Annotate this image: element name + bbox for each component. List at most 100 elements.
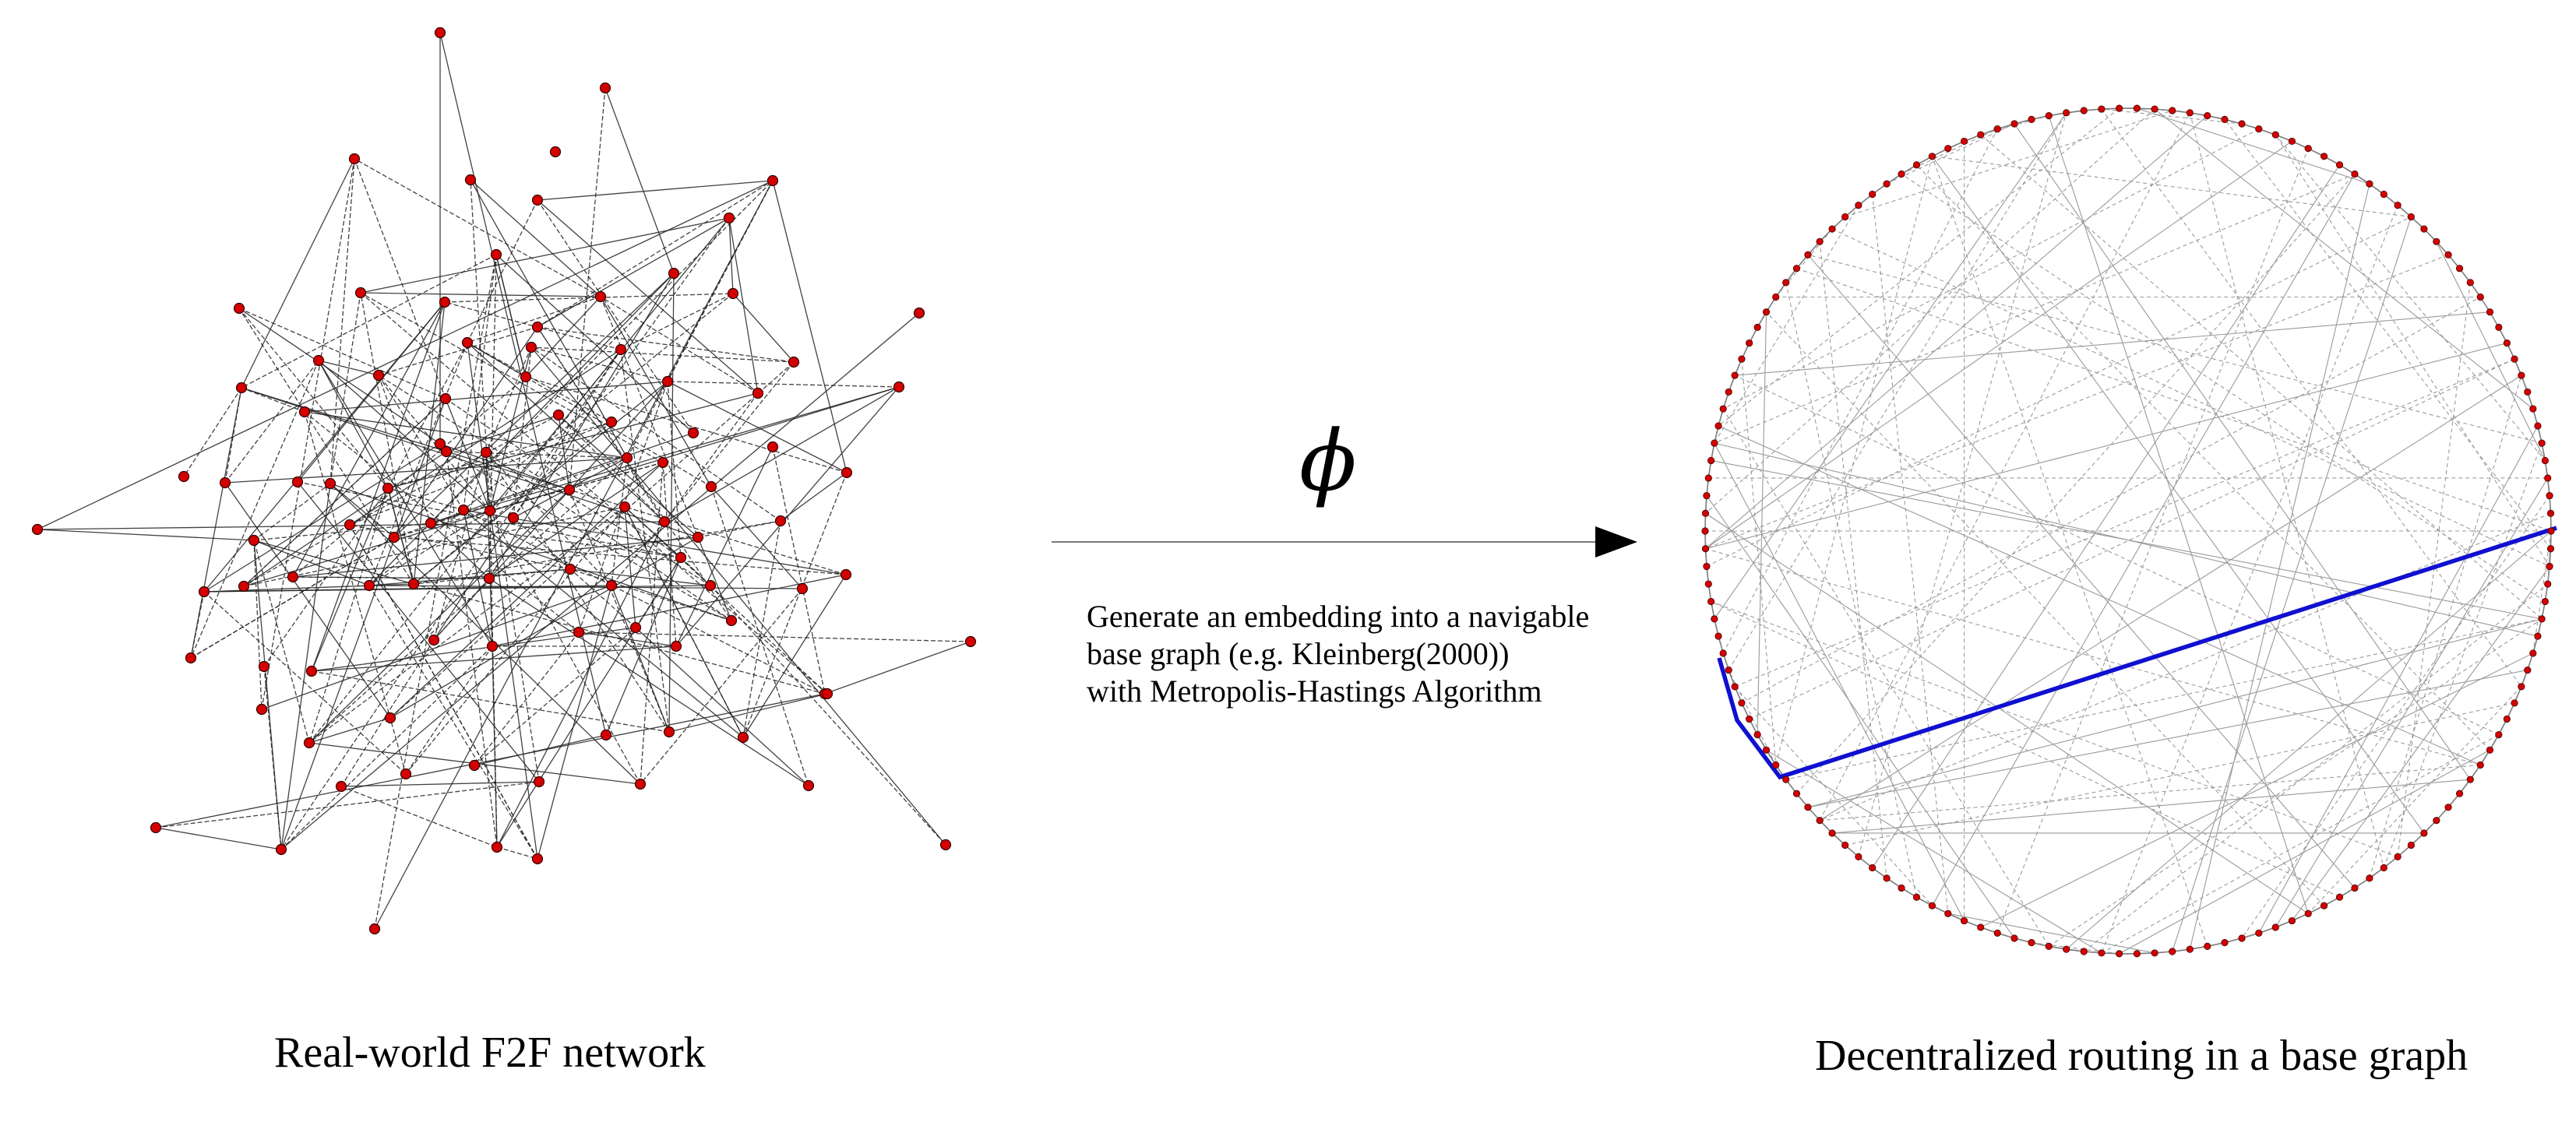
chord-edge — [1981, 653, 2533, 927]
f2f-node — [622, 453, 633, 463]
base-graph-node — [2099, 106, 2105, 112]
f2f-edge — [537, 586, 611, 859]
base-graph-node — [1705, 581, 1711, 587]
f2f-edge — [37, 529, 254, 540]
base-graph-node — [2546, 492, 2553, 498]
f2f-node — [631, 623, 641, 633]
f2f-edge — [743, 521, 781, 737]
base-graph-node — [2169, 107, 2176, 114]
base-graph-node — [2099, 950, 2105, 956]
embedding-arrow — [1052, 526, 1637, 557]
f2f-node — [966, 637, 976, 647]
chord-edge — [1981, 135, 2542, 619]
f2f-node — [314, 356, 324, 366]
f2f-node — [706, 581, 716, 591]
base-graph-node — [2151, 950, 2158, 956]
f2f-edge — [341, 782, 539, 786]
f2f-node — [293, 477, 303, 487]
f2f-node — [470, 761, 480, 771]
f2f-node — [607, 581, 617, 591]
f2f-edge — [531, 347, 794, 362]
f2f-node — [669, 269, 679, 279]
chord-edge — [1714, 206, 1859, 443]
description-line: Generate an embedding into a navigable — [1087, 598, 1589, 635]
f2f-node — [658, 458, 668, 468]
f2f-node — [533, 322, 543, 332]
base-graph-node — [1746, 339, 1752, 346]
f2f-edge — [262, 159, 354, 709]
base-graph-node — [2408, 213, 2414, 220]
chord-edge — [2190, 184, 2370, 949]
f2f-edge — [640, 463, 663, 784]
arrow-head — [1595, 526, 1637, 557]
base-graph-node — [2134, 105, 2140, 111]
base-graph-node — [2063, 110, 2069, 116]
f2f-edge — [281, 399, 446, 849]
base-graph-node — [2352, 885, 2358, 891]
f2f-node — [676, 553, 686, 563]
f2f-edge — [743, 473, 847, 737]
f2f-node — [768, 176, 778, 186]
f2f-network-caption: Real-world F2F network — [274, 1028, 706, 1078]
base-graph-node — [2511, 700, 2518, 706]
f2f-edge — [825, 642, 971, 694]
f2f-edge — [239, 308, 440, 444]
f2f-node — [326, 479, 336, 489]
f2f-node — [914, 308, 925, 318]
f2f-node — [707, 482, 717, 492]
base-graph-node — [2395, 202, 2401, 208]
f2f-edge — [467, 200, 537, 343]
f2f-node — [374, 371, 384, 381]
f2f-node — [365, 581, 375, 591]
base-graph-node — [2539, 616, 2545, 622]
f2f-node — [33, 525, 43, 535]
base-graph-node — [1793, 790, 1799, 797]
f2f-node — [601, 83, 611, 93]
f2f-node — [823, 689, 833, 699]
f2f-edge — [537, 218, 729, 327]
f2f-node — [300, 407, 310, 417]
base-graph-node — [2547, 510, 2553, 516]
base-graph-node — [2011, 121, 2017, 127]
base-graph-node — [1763, 747, 1769, 753]
f2f-edge — [361, 293, 601, 297]
base-graph-node — [1884, 875, 1890, 881]
base-graph-node — [2336, 894, 2342, 900]
f2f-edge — [467, 343, 611, 422]
base-graph-node — [1754, 324, 1760, 330]
base-graph-node — [2535, 423, 2541, 429]
f2f-node — [533, 854, 543, 864]
f2f-edge — [676, 387, 899, 646]
chord-edge — [1932, 157, 2423, 833]
f2f-node — [239, 582, 249, 592]
chord-edge — [1820, 513, 2550, 820]
f2f-node — [693, 533, 703, 543]
base-graph-node — [2530, 650, 2536, 656]
f2f-edge — [156, 694, 825, 828]
chord-edge — [1796, 269, 2551, 531]
f2f-node — [798, 584, 808, 594]
f2f-node — [804, 781, 814, 791]
f2f-node — [753, 389, 763, 399]
base-graph-node — [1929, 153, 1935, 160]
base-graph-node — [1707, 457, 1714, 463]
base-graph-node — [1773, 761, 1779, 768]
base-graph-node — [2504, 716, 2510, 722]
base-graph-node — [2151, 106, 2158, 112]
chord-edge — [1808, 255, 2542, 443]
base-graph-node — [1805, 251, 1811, 258]
base-graph-node — [1705, 475, 1711, 481]
chord-edge — [1723, 129, 2259, 409]
f2f-node — [601, 730, 611, 740]
base-graph-node — [1805, 804, 1811, 811]
base-graph-node — [2081, 948, 2087, 955]
f2f-node — [459, 505, 469, 515]
base-graph-node — [2380, 864, 2387, 871]
f2f-node — [841, 570, 851, 580]
base-graph-node — [2530, 406, 2536, 412]
f2f-node — [401, 769, 411, 779]
base-graph-node — [1702, 546, 1708, 552]
base-graph-node — [1829, 226, 1835, 232]
chord-edge — [1714, 174, 2355, 444]
f2f-node — [305, 738, 315, 748]
